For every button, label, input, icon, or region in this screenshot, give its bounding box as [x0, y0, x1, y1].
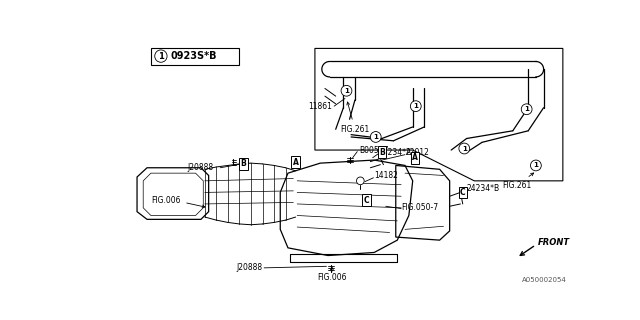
Text: 1: 1	[413, 103, 418, 109]
Text: A: A	[412, 153, 418, 162]
Text: FRONT: FRONT	[538, 238, 570, 247]
Text: FIG.261: FIG.261	[340, 102, 369, 134]
Text: 0923S*B: 0923S*B	[170, 51, 217, 61]
Text: FIG.006: FIG.006	[317, 273, 347, 282]
Text: 1: 1	[373, 134, 378, 140]
Circle shape	[531, 160, 541, 171]
Text: A050002054: A050002054	[522, 277, 566, 283]
Circle shape	[521, 104, 532, 115]
Text: 1: 1	[534, 163, 538, 168]
Text: 1: 1	[462, 146, 467, 151]
Text: B: B	[241, 159, 246, 168]
Text: FIG.050-7: FIG.050-7	[401, 203, 438, 212]
Text: FIG.006: FIG.006	[152, 196, 181, 204]
Text: 24234*B: 24234*B	[467, 184, 500, 193]
Text: B: B	[379, 148, 385, 157]
Text: 11861: 11861	[308, 102, 332, 111]
Text: 24234*A: 24234*A	[378, 148, 412, 157]
Text: J20888: J20888	[188, 163, 214, 172]
FancyBboxPatch shape	[151, 48, 239, 65]
Circle shape	[410, 101, 421, 112]
Circle shape	[371, 132, 381, 142]
Circle shape	[459, 143, 470, 154]
Circle shape	[341, 85, 352, 96]
Text: 1: 1	[158, 52, 164, 60]
Text: 1: 1	[344, 88, 349, 94]
Text: 1: 1	[524, 106, 529, 112]
Text: B00507: B00507	[359, 146, 388, 155]
Text: 14182: 14182	[374, 171, 398, 180]
Circle shape	[356, 177, 364, 185]
Text: A: A	[292, 158, 299, 167]
Text: 22012: 22012	[405, 148, 429, 157]
Circle shape	[155, 50, 167, 62]
Text: C: C	[364, 196, 369, 204]
Text: J20888: J20888	[236, 263, 262, 272]
Text: FIG.261: FIG.261	[502, 173, 534, 190]
Text: C: C	[460, 188, 465, 197]
